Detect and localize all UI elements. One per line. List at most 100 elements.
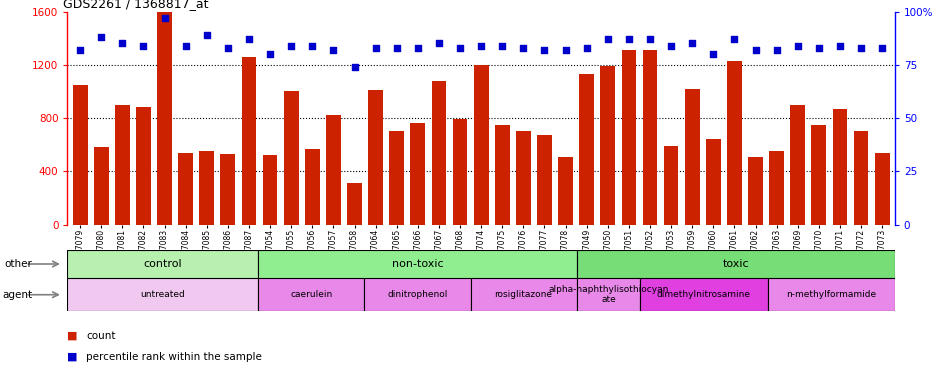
Bar [410, 123, 425, 225]
Text: agent: agent [3, 290, 33, 300]
Text: alpha-naphthylisothiocyan
ate: alpha-naphthylisothiocyan ate [548, 285, 668, 305]
Bar [600, 66, 615, 225]
Bar [747, 157, 762, 225]
Point [684, 40, 699, 46]
Point [199, 32, 214, 38]
Bar [558, 157, 572, 225]
Text: control: control [143, 259, 182, 269]
Point [368, 45, 383, 51]
Bar [115, 105, 129, 225]
Bar [853, 131, 868, 225]
Point [262, 51, 277, 57]
Bar [684, 89, 699, 225]
Bar [642, 50, 657, 225]
Bar [73, 85, 87, 225]
Point [494, 43, 509, 49]
Point [326, 47, 341, 53]
Point [516, 45, 531, 51]
Bar [705, 139, 720, 225]
Text: dinitrophenol: dinitrophenol [387, 290, 447, 299]
Bar [326, 116, 341, 225]
Point [853, 45, 868, 51]
Bar [874, 153, 888, 225]
Point [873, 45, 888, 51]
Text: caerulein: caerulein [290, 290, 332, 299]
Point [136, 43, 151, 49]
Point [768, 47, 783, 53]
Point [220, 45, 235, 51]
Bar [346, 183, 361, 225]
Point [811, 45, 826, 51]
Point [558, 47, 573, 53]
Text: other: other [5, 259, 33, 269]
Text: GDS2261 / 1368817_at: GDS2261 / 1368817_at [64, 0, 209, 10]
Bar [178, 153, 193, 225]
Point [346, 64, 361, 70]
Point [831, 43, 846, 49]
Bar [474, 65, 488, 225]
Bar [536, 136, 551, 225]
Text: untreated: untreated [140, 290, 185, 299]
Bar [470, 278, 576, 311]
Bar [576, 278, 639, 311]
Bar [67, 278, 258, 311]
Bar [431, 81, 446, 225]
Point [473, 43, 488, 49]
Point [431, 40, 446, 46]
Point [94, 34, 109, 40]
Bar [767, 278, 894, 311]
Text: non-toxic: non-toxic [391, 259, 443, 269]
Point [284, 43, 299, 49]
Point [115, 40, 130, 46]
Bar [304, 149, 319, 225]
Bar [284, 91, 299, 225]
Point [642, 36, 657, 42]
Bar [832, 109, 846, 225]
Point [452, 45, 467, 51]
Point [578, 45, 593, 51]
Text: percentile rank within the sample: percentile rank within the sample [86, 352, 262, 362]
Bar [368, 90, 383, 225]
Point [241, 36, 256, 42]
Bar [157, 12, 172, 225]
Point [705, 51, 720, 57]
Bar [663, 146, 678, 225]
Text: ■: ■ [67, 352, 78, 362]
Bar [576, 250, 894, 278]
Point [304, 43, 319, 49]
Bar [516, 131, 530, 225]
Bar [811, 125, 826, 225]
Point [157, 15, 172, 21]
Point [536, 47, 551, 53]
Bar [768, 151, 783, 225]
Bar [258, 278, 364, 311]
Bar [67, 250, 258, 278]
Point [410, 45, 425, 51]
Text: ■: ■ [67, 331, 78, 341]
Bar [364, 278, 470, 311]
Bar [241, 57, 256, 225]
Bar [789, 105, 804, 225]
Point [726, 36, 741, 42]
Bar [262, 156, 277, 225]
Bar [452, 119, 467, 225]
Bar [621, 50, 636, 225]
Point [178, 43, 193, 49]
Text: dimethylnitrosamine: dimethylnitrosamine [656, 290, 750, 299]
Point [600, 36, 615, 42]
Bar [494, 125, 509, 225]
Bar [94, 147, 109, 225]
Text: rosiglitazone: rosiglitazone [494, 290, 552, 299]
Point [388, 45, 403, 51]
Bar [199, 151, 214, 225]
Bar [578, 74, 593, 225]
Point [663, 43, 678, 49]
Bar [639, 278, 767, 311]
Bar [726, 61, 741, 225]
Point [73, 47, 88, 53]
Text: n-methylformamide: n-methylformamide [785, 290, 875, 299]
Text: toxic: toxic [722, 259, 748, 269]
Bar [258, 250, 576, 278]
Text: count: count [86, 331, 115, 341]
Point [747, 47, 762, 53]
